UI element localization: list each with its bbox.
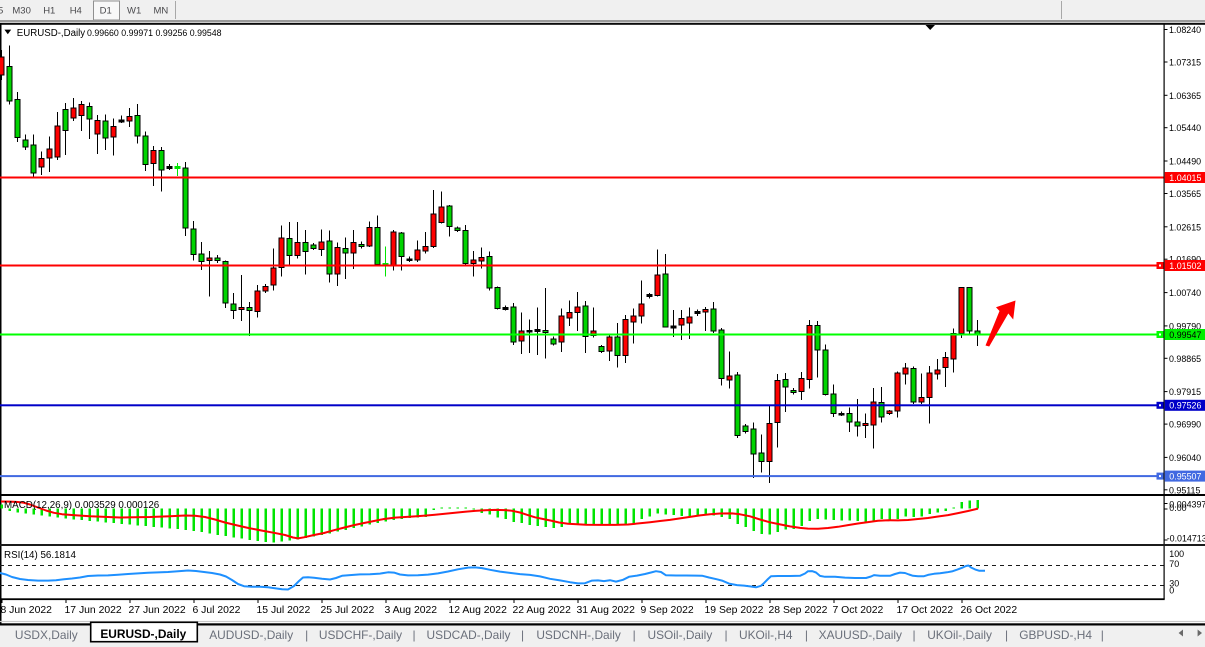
svg-text:H1: H1 (43, 6, 55, 17)
svg-text:USOil-,Daily: USOil-,Daily (648, 628, 713, 642)
svg-text:0.99790: 0.99790 (1169, 321, 1201, 331)
svg-text:1.04015: 1.04015 (1169, 173, 1201, 183)
svg-text:17 Jun 2022: 17 Jun 2022 (65, 605, 122, 616)
svg-text:6 Jul 2022: 6 Jul 2022 (193, 605, 241, 616)
svg-text:EURUSD-,Daily: EURUSD-,Daily (17, 28, 86, 39)
svg-text:31 Aug 2022: 31 Aug 2022 (577, 605, 636, 616)
svg-text:9 Sep 2022: 9 Sep 2022 (641, 605, 694, 616)
svg-text:1.01690: 1.01690 (1169, 255, 1201, 265)
svg-text:RSI(14) 56.1814: RSI(14) 56.1814 (4, 550, 76, 561)
svg-text:|: | (305, 628, 308, 642)
svg-text:UKOil-,H4: UKOil-,H4 (739, 628, 793, 642)
svg-text:25 Jul 2022: 25 Jul 2022 (321, 605, 375, 616)
svg-text:1.05440: 1.05440 (1169, 123, 1201, 133)
svg-text:1.00740: 1.00740 (1169, 288, 1201, 298)
svg-text:100: 100 (1169, 549, 1184, 559)
svg-text:28 Sep 2022: 28 Sep 2022 (769, 605, 828, 616)
svg-text:D1: D1 (100, 6, 112, 17)
svg-text:GBPUSD-,H4: GBPUSD-,H4 (1019, 628, 1092, 642)
svg-text:8 Jun 2022: 8 Jun 2022 (1, 605, 53, 616)
svg-text:|: | (913, 628, 916, 642)
svg-text:22 Aug 2022: 22 Aug 2022 (513, 605, 572, 616)
svg-text:USDCNH-,Daily: USDCNH-,Daily (536, 628, 621, 642)
svg-text:0.99547: 0.99547 (1169, 330, 1201, 340)
svg-text:USDCHF-,Daily: USDCHF-,Daily (319, 628, 402, 642)
svg-text:0.96040: 0.96040 (1169, 453, 1201, 463)
svg-text:H4: H4 (70, 6, 82, 17)
svg-text:AUDUSD-,Daily: AUDUSD-,Daily (209, 628, 293, 642)
svg-text:1.01502: 1.01502 (1169, 261, 1201, 271)
svg-text:|: | (633, 628, 636, 642)
svg-text:0.004397: 0.004397 (1169, 500, 1205, 510)
svg-text:USDCAD-,Daily: USDCAD-,Daily (427, 628, 511, 642)
svg-text:3 Aug 2022: 3 Aug 2022 (385, 605, 438, 616)
svg-text:0.97915: 0.97915 (1169, 387, 1201, 397)
svg-text:26 Oct 2022: 26 Oct 2022 (961, 605, 1018, 616)
svg-text:W1: W1 (127, 6, 141, 17)
svg-text:EURUSD-,Daily: EURUSD-,Daily (100, 627, 186, 641)
svg-text:-0.014713: -0.014713 (1167, 534, 1205, 544)
svg-text:|: | (521, 628, 524, 642)
svg-text:XAUUSD-,Daily: XAUUSD-,Daily (819, 628, 902, 642)
svg-text:5: 5 (0, 6, 3, 17)
svg-text:1.08240: 1.08240 (1169, 25, 1201, 35)
svg-text:30: 30 (1169, 579, 1179, 589)
svg-text:USDX,Daily: USDX,Daily (15, 628, 78, 642)
svg-text:1.07315: 1.07315 (1169, 58, 1201, 68)
svg-text:1.03565: 1.03565 (1169, 189, 1201, 199)
svg-text:19 Sep 2022: 19 Sep 2022 (705, 605, 764, 616)
svg-text:7 Oct 2022: 7 Oct 2022 (833, 605, 884, 616)
svg-text:12 Aug 2022: 12 Aug 2022 (449, 605, 508, 616)
svg-text:|: | (805, 628, 808, 642)
svg-text:1.04490: 1.04490 (1169, 157, 1201, 167)
svg-text:0.99660 0.99971 0.99256 0.9954: 0.99660 0.99971 0.99256 0.99548 (87, 28, 222, 38)
svg-text:17 Oct 2022: 17 Oct 2022 (897, 605, 954, 616)
svg-text:1.06365: 1.06365 (1169, 91, 1201, 101)
svg-text:|: | (1101, 628, 1104, 642)
svg-text:|: | (1005, 628, 1008, 642)
svg-text:MACD(12,26,9) 0.003529 0.00012: MACD(12,26,9) 0.003529 0.000126 (4, 500, 160, 511)
svg-text:70: 70 (1169, 559, 1179, 569)
svg-text:MN: MN (154, 6, 169, 17)
svg-text:0.00: 0.00 (1169, 503, 1186, 513)
svg-text:0.95507: 0.95507 (1169, 471, 1201, 481)
svg-text:1.02615: 1.02615 (1169, 222, 1201, 232)
svg-text:27 Jun 2022: 27 Jun 2022 (129, 605, 186, 616)
svg-text:M30: M30 (12, 6, 30, 17)
svg-text:|: | (412, 628, 415, 642)
svg-text:UKOil-,Daily: UKOil-,Daily (927, 628, 992, 642)
svg-text:|: | (724, 628, 727, 642)
svg-text:0.97526: 0.97526 (1169, 401, 1201, 411)
svg-text:0.98865: 0.98865 (1169, 354, 1201, 364)
svg-text:0.96990: 0.96990 (1169, 420, 1201, 430)
svg-text:0.95115: 0.95115 (1169, 485, 1200, 495)
svg-text:15 Jul 2022: 15 Jul 2022 (257, 605, 311, 616)
svg-text:0: 0 (1169, 586, 1174, 596)
